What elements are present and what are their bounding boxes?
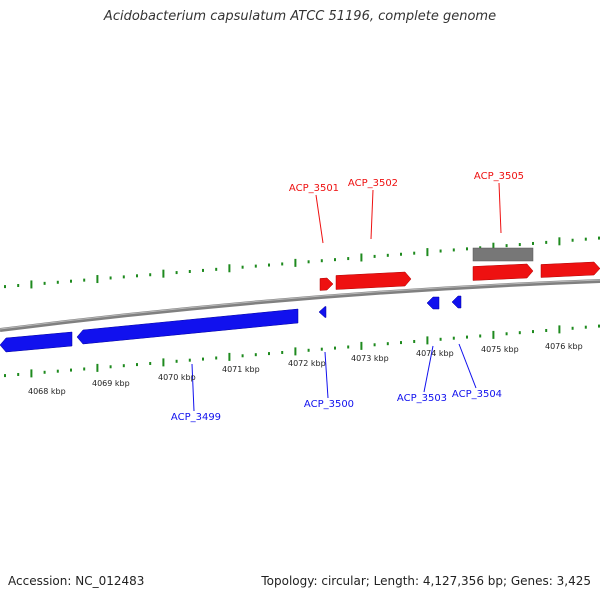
ruler-label: 4071 kbp [222,365,260,374]
gene-label-forward: ACP_3501 [289,183,339,194]
ruler-label: 4074 kbp [416,349,454,358]
gene-labels: ACP_3501 ACP_3502 ACP_3505 ACP_3499 ACP_3500… [171,171,524,423]
gene-label-forward: ACP_3502 [348,178,398,189]
gene-features [0,247,600,353]
label-leader-line [191,363,195,412]
ruler-label: 4069 kbp [92,379,130,388]
forward-gene [335,271,412,290]
label-leader-line [423,345,434,393]
genome-title: Acidobacterium capsulatum ATCC 51196, co… [103,9,497,24]
gene-label-reverse: ACP_3503 [397,393,447,404]
lower-tick-track [4,324,600,378]
upper-tick-track [4,236,600,289]
label-leader-line [370,189,374,240]
genome-backbone [0,279,600,332]
forward-gene [540,261,600,278]
reverse-gene [0,331,73,353]
genome-backbone-highlight [0,279,600,330]
gene-label-reverse: ACP_3504 [452,389,502,400]
ruler-label: 4072 kbp [288,359,326,368]
forward-gene [319,277,334,291]
ruler-labels: 4068 kbp 4069 kbp 4070 kbp 4071 kbp 4072 kbp… [28,342,583,396]
label-leader-line [315,194,324,244]
gene-label-reverse: ACP_3499 [171,412,221,423]
accession-text: Accession: NC_012483 [8,574,145,588]
reverse-gene [76,308,299,345]
reverse-gene [426,296,440,310]
ruler-label: 4076 kbp [545,342,583,351]
label-leader-line [458,343,477,389]
forward-gene [472,263,534,281]
ruler-label: 4070 kbp [158,373,196,382]
other-feature [472,247,534,262]
genome-summary: Topology: circular; Length: 4,127,356 bp… [261,574,591,588]
gene-label-forward: ACP_3505 [474,171,524,182]
reverse-gene [318,306,327,318]
reverse-gene [451,295,462,309]
ruler-label: 4068 kbp [28,387,66,396]
label-leader-line [498,182,502,234]
ruler-label: 4075 kbp [481,345,519,354]
label-leaders [191,182,502,412]
gene-label-reverse: ACP_3500 [304,399,354,410]
label-leader-line [324,351,329,399]
ruler-label: 4073 kbp [351,354,389,363]
